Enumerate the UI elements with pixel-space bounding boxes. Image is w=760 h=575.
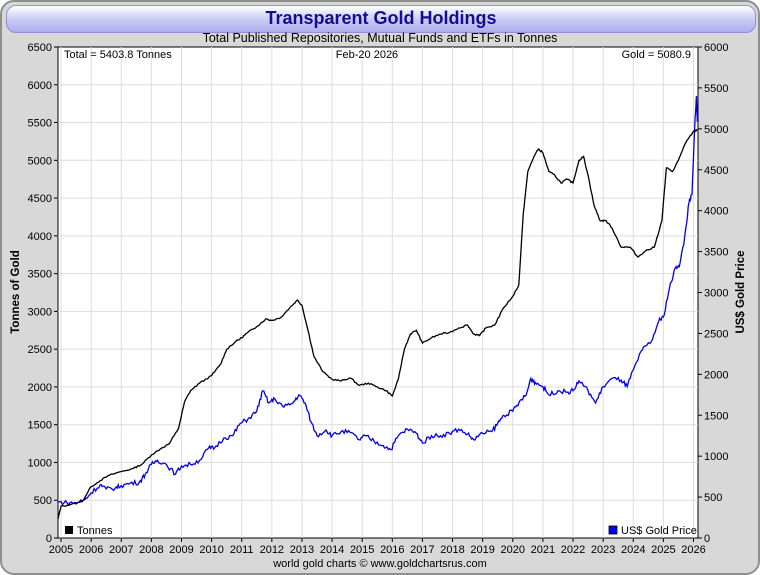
y-tick-label-left: 5500 xyxy=(28,118,52,130)
ticks: 0500100015002000250030003500400045005000… xyxy=(28,42,729,556)
gold-price-label: Gold = 5080.9 xyxy=(622,49,691,61)
total-label: Total = 5403.8 Tonnes xyxy=(64,49,172,61)
x-tick-label: 2025 xyxy=(651,544,675,556)
y-tick-label-right: 5500 xyxy=(704,83,728,95)
y-tick-label-left: 2000 xyxy=(28,382,52,394)
x-tick-label: 2018 xyxy=(440,544,464,556)
y-tick-label-right: 2500 xyxy=(704,328,728,340)
y-tick-label-right: 5000 xyxy=(704,124,728,136)
x-tick-label: 2007 xyxy=(109,544,133,556)
y-tick-label-left: 1000 xyxy=(28,457,52,469)
x-tick-label: 2024 xyxy=(621,544,645,556)
x-tick-label: 2010 xyxy=(199,544,223,556)
series-layer xyxy=(57,96,699,520)
y-tick-label-right: 1500 xyxy=(704,410,728,422)
y-tick-label-right: 4000 xyxy=(704,206,728,218)
y-tick-label-left: 3500 xyxy=(28,269,52,281)
x-tick-label: 2015 xyxy=(350,544,374,556)
y-tick-label-left: 0 xyxy=(46,533,52,545)
chart-title: Transparent Gold Holdings xyxy=(265,8,497,28)
y-tick-label-right: 500 xyxy=(704,492,722,504)
y-tick-label-left: 2500 xyxy=(28,344,52,356)
legend-tonnes-swatch xyxy=(65,526,73,534)
y-tick-label-left: 4000 xyxy=(28,231,52,243)
y-tick-label-left: 1500 xyxy=(28,420,52,432)
x-tick-label: 2009 xyxy=(169,544,193,556)
y-tick-label-left: 500 xyxy=(34,495,52,507)
x-tick-label: 2013 xyxy=(290,544,314,556)
y-tick-label-left: 5000 xyxy=(28,155,52,167)
x-tick-label: 2019 xyxy=(470,544,494,556)
x-tick-label: 2014 xyxy=(320,544,344,556)
title-bar: Transparent Gold Holdings xyxy=(6,5,756,33)
plot-area xyxy=(57,46,699,539)
x-tick-label: 2017 xyxy=(410,544,434,556)
y-tick-label-left: 3000 xyxy=(28,306,52,318)
series-line-tonnes xyxy=(57,129,698,520)
series-line-gold-price xyxy=(57,96,699,507)
legend-tonnes: Tonnes xyxy=(77,525,113,537)
x-tick-label: 2020 xyxy=(501,544,525,556)
x-tick-label: 2023 xyxy=(591,544,615,556)
x-tick-label: 2011 xyxy=(230,544,254,556)
x-tick-label: 2006 xyxy=(79,544,103,556)
x-tick-label: 2005 xyxy=(49,544,73,556)
chart-subtitle: Total Published Repositories, Mutual Fun… xyxy=(202,31,558,45)
legend-gold-price-swatch xyxy=(608,525,618,535)
x-tick-label: 2022 xyxy=(561,544,585,556)
y-tick-label-left: 6000 xyxy=(28,80,52,92)
x-tick-label: 2016 xyxy=(380,544,404,556)
y-tick-label-right: 3000 xyxy=(704,288,728,300)
y-tick-label-right: 2000 xyxy=(704,369,728,381)
y-tick-label-right: 3500 xyxy=(704,247,728,259)
x-tick-label: 2021 xyxy=(531,544,555,556)
y-tick-label-right: 6000 xyxy=(704,42,728,54)
y-tick-label-right: 4500 xyxy=(704,165,728,177)
y-tick-label-right: 0 xyxy=(704,533,710,545)
y-tick-label-left: 6500 xyxy=(28,42,52,54)
y-axis-label-left: Tonnes of Gold xyxy=(10,250,22,333)
date-label: Feb-20 2026 xyxy=(336,49,398,61)
y-axis-label-right: US$ Gold Price xyxy=(735,250,747,333)
legend-gold-price: US$ Gold Price xyxy=(621,525,697,537)
x-tick-label: 2008 xyxy=(139,544,163,556)
footer-credit: world gold charts © www.goldchartsrus.co… xyxy=(273,558,487,570)
y-tick-label-right: 1000 xyxy=(704,451,728,463)
x-tick-label: 2012 xyxy=(260,544,284,556)
x-tick-label: 2026 xyxy=(681,544,705,556)
y-tick-label-left: 4500 xyxy=(28,193,52,205)
